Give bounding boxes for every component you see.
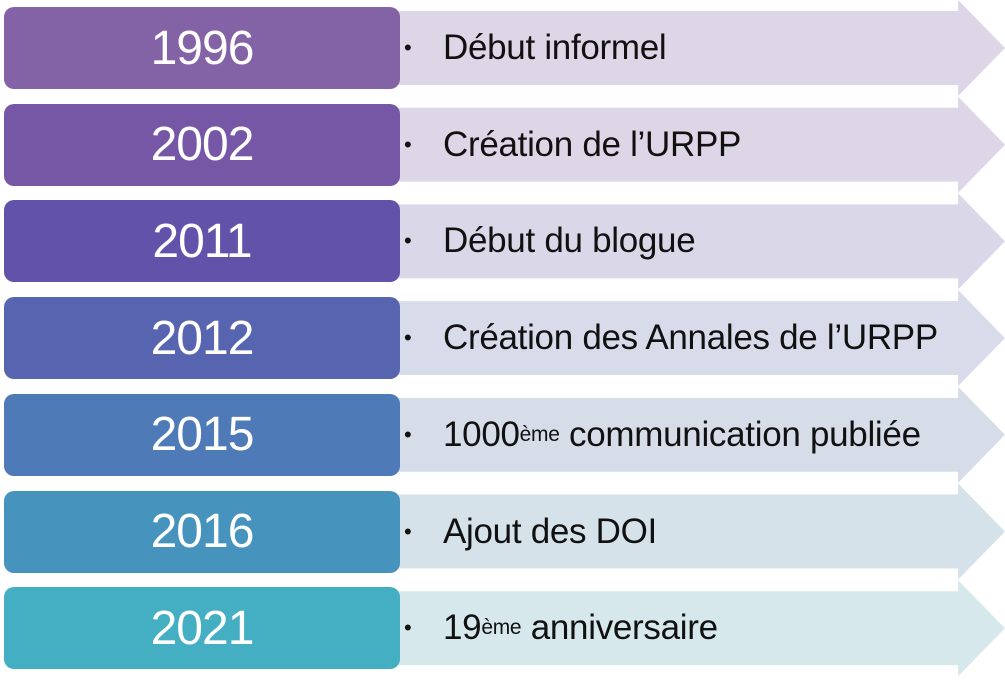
timeline-event: • 1000 ème communication publiée bbox=[404, 414, 921, 454]
bullet-icon: • bbox=[404, 518, 412, 544]
timeline-event: • Création de l’URPP bbox=[404, 97, 741, 193]
timeline-year-box: 2011 bbox=[4, 200, 400, 283]
bullet-icon: • bbox=[404, 421, 412, 447]
timeline-year-box: 2015 bbox=[4, 393, 400, 476]
timeline-arrow bbox=[380, 483, 1005, 580]
timeline-row: 1996 • Début informel bbox=[0, 0, 1005, 96]
timeline-event: • Début informel bbox=[404, 0, 667, 96]
timeline-arrow bbox=[380, 580, 1005, 677]
event-text: 1000 bbox=[443, 414, 520, 454]
event-text: Début du blogue bbox=[443, 221, 696, 261]
event-text: 19 bbox=[443, 608, 482, 648]
bullet-icon: • bbox=[404, 228, 412, 254]
timeline-row: 2012 • Création des Annales de l’URPP bbox=[0, 290, 1005, 387]
event-text: Création des Annales de l’URPP bbox=[443, 318, 938, 358]
timeline-arrow bbox=[380, 0, 1005, 96]
timeline-year-box: 2016 bbox=[4, 490, 400, 573]
timeline-row: 2002 • Création de l’URPP bbox=[0, 96, 1005, 193]
event-text-suffix: anniversaire bbox=[521, 608, 718, 648]
timeline-arrow bbox=[380, 386, 1005, 483]
timeline-row: 2016 • Ajout des DOI bbox=[0, 483, 1005, 580]
timeline-year-box: 2002 bbox=[4, 103, 400, 186]
timeline-row: 2021 • 19 ème anniversaire bbox=[0, 580, 1005, 677]
event-text: Début informel bbox=[443, 28, 667, 67]
timeline-event: • Ajout des DOI bbox=[404, 484, 657, 580]
timeline-event: • 19 ème anniversaire bbox=[404, 608, 718, 648]
bullet-icon: • bbox=[404, 131, 412, 157]
bullet-icon: • bbox=[404, 615, 412, 641]
event-text: Ajout des DOI bbox=[443, 511, 657, 551]
timeline-arrow bbox=[380, 193, 1005, 290]
bullet-icon: • bbox=[404, 35, 412, 60]
bullet-icon: • bbox=[404, 325, 412, 351]
timeline-arrow bbox=[380, 290, 1005, 387]
timeline-year-box: 2021 bbox=[4, 587, 400, 670]
timeline-event: • Début du blogue bbox=[404, 193, 696, 289]
timeline-event: • Création des Annales de l’URPP bbox=[404, 290, 938, 386]
timeline-year-box: 2012 bbox=[4, 297, 400, 380]
timeline-arrow bbox=[380, 96, 1005, 193]
timeline-row: 2015 • 1000 ème communication publiée bbox=[0, 386, 1005, 483]
event-text-suffix: communication publiée bbox=[559, 414, 921, 454]
event-text: Création de l’URPP bbox=[443, 124, 742, 164]
timeline-row: 2011 • Début du blogue bbox=[0, 193, 1005, 290]
timeline-year-box: 1996 bbox=[4, 7, 400, 89]
